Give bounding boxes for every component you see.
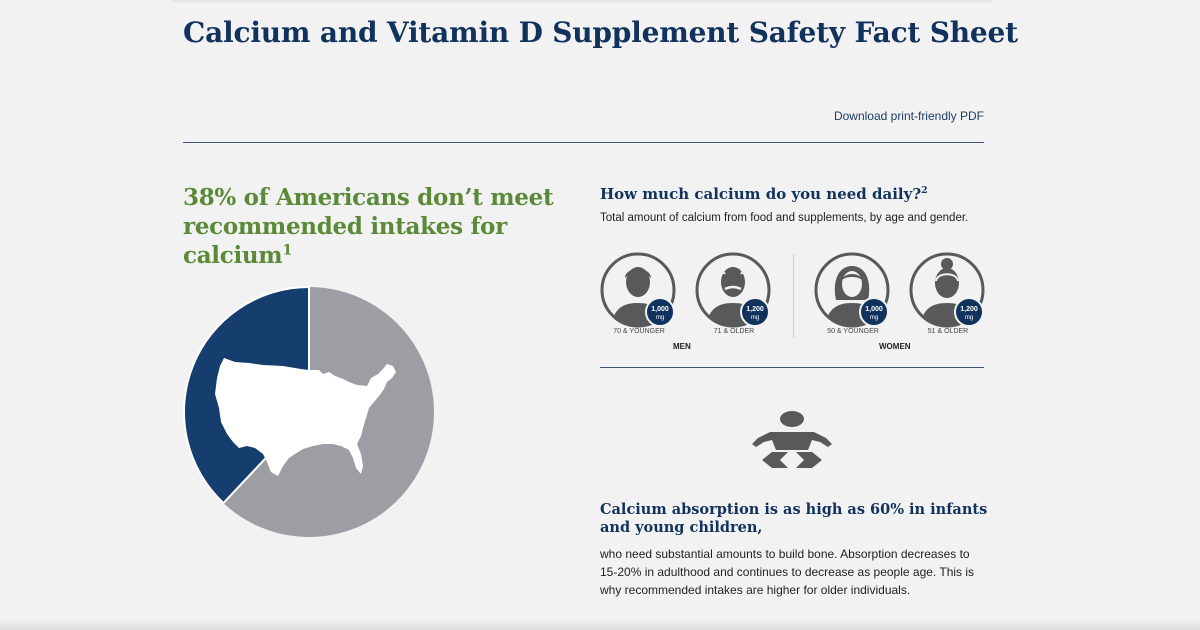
calcium-badge: 1,000 mg	[859, 297, 889, 327]
group-label-men: MEN	[673, 342, 691, 351]
group-label-women: WOMEN	[879, 342, 911, 351]
infant-icon	[752, 411, 832, 468]
person-men-young: 1,000 mg 70 & YOUNGER	[600, 252, 678, 342]
person-men-old: 1,200 mg 71 & OLDER	[695, 252, 773, 342]
intake-footnote: 1	[282, 242, 292, 259]
section-divider	[600, 367, 984, 368]
age-label: 70 & YOUNGER	[613, 328, 665, 335]
man-icon	[600, 252, 676, 328]
page-title: Calcium and Vitamin D Supplement Safety …	[183, 16, 1018, 49]
download-pdf-link[interactable]: Download print-friendly PDF	[833, 109, 984, 123]
daily-calcium-title-text: How much calcium do you need daily?	[600, 185, 922, 203]
calcium-badge: 1,000 mg	[645, 297, 675, 327]
age-label: 51 & OLDER	[927, 328, 969, 335]
top-shadow	[172, 0, 992, 4]
age-label: 71 & OLDER	[713, 328, 755, 335]
person-women-young: 1,000 mg 50 & YOUNGER	[814, 252, 892, 342]
daily-footnote: 2	[921, 185, 928, 196]
absorption-body: who need substantial amounts to build bo…	[600, 547, 975, 597]
bottom-shadow	[0, 618, 1200, 630]
intake-headline-text: 38% of Americans don’t meet recommended …	[183, 184, 554, 269]
us-map-icon	[215, 358, 396, 476]
intake-pie-chart	[183, 286, 434, 537]
person-women-old: 1,200 mg 51 & OLDER	[909, 252, 987, 342]
absorption-title: Calcium absorption is as high as 60% in …	[600, 501, 988, 536]
daily-calcium-title: How much calcium do you need daily?2	[600, 185, 928, 203]
gender-divider	[793, 254, 794, 338]
age-label: 50 & YOUNGER	[827, 328, 879, 335]
calcium-badge: 1,200 mg	[954, 297, 984, 327]
header-divider	[183, 142, 984, 143]
intake-headline: 38% of Americans don’t meet recommended …	[183, 183, 583, 270]
daily-calcium-subtitle: Total amount of calcium from food and su…	[600, 212, 969, 224]
calcium-badge: 1,200 mg	[740, 297, 770, 327]
